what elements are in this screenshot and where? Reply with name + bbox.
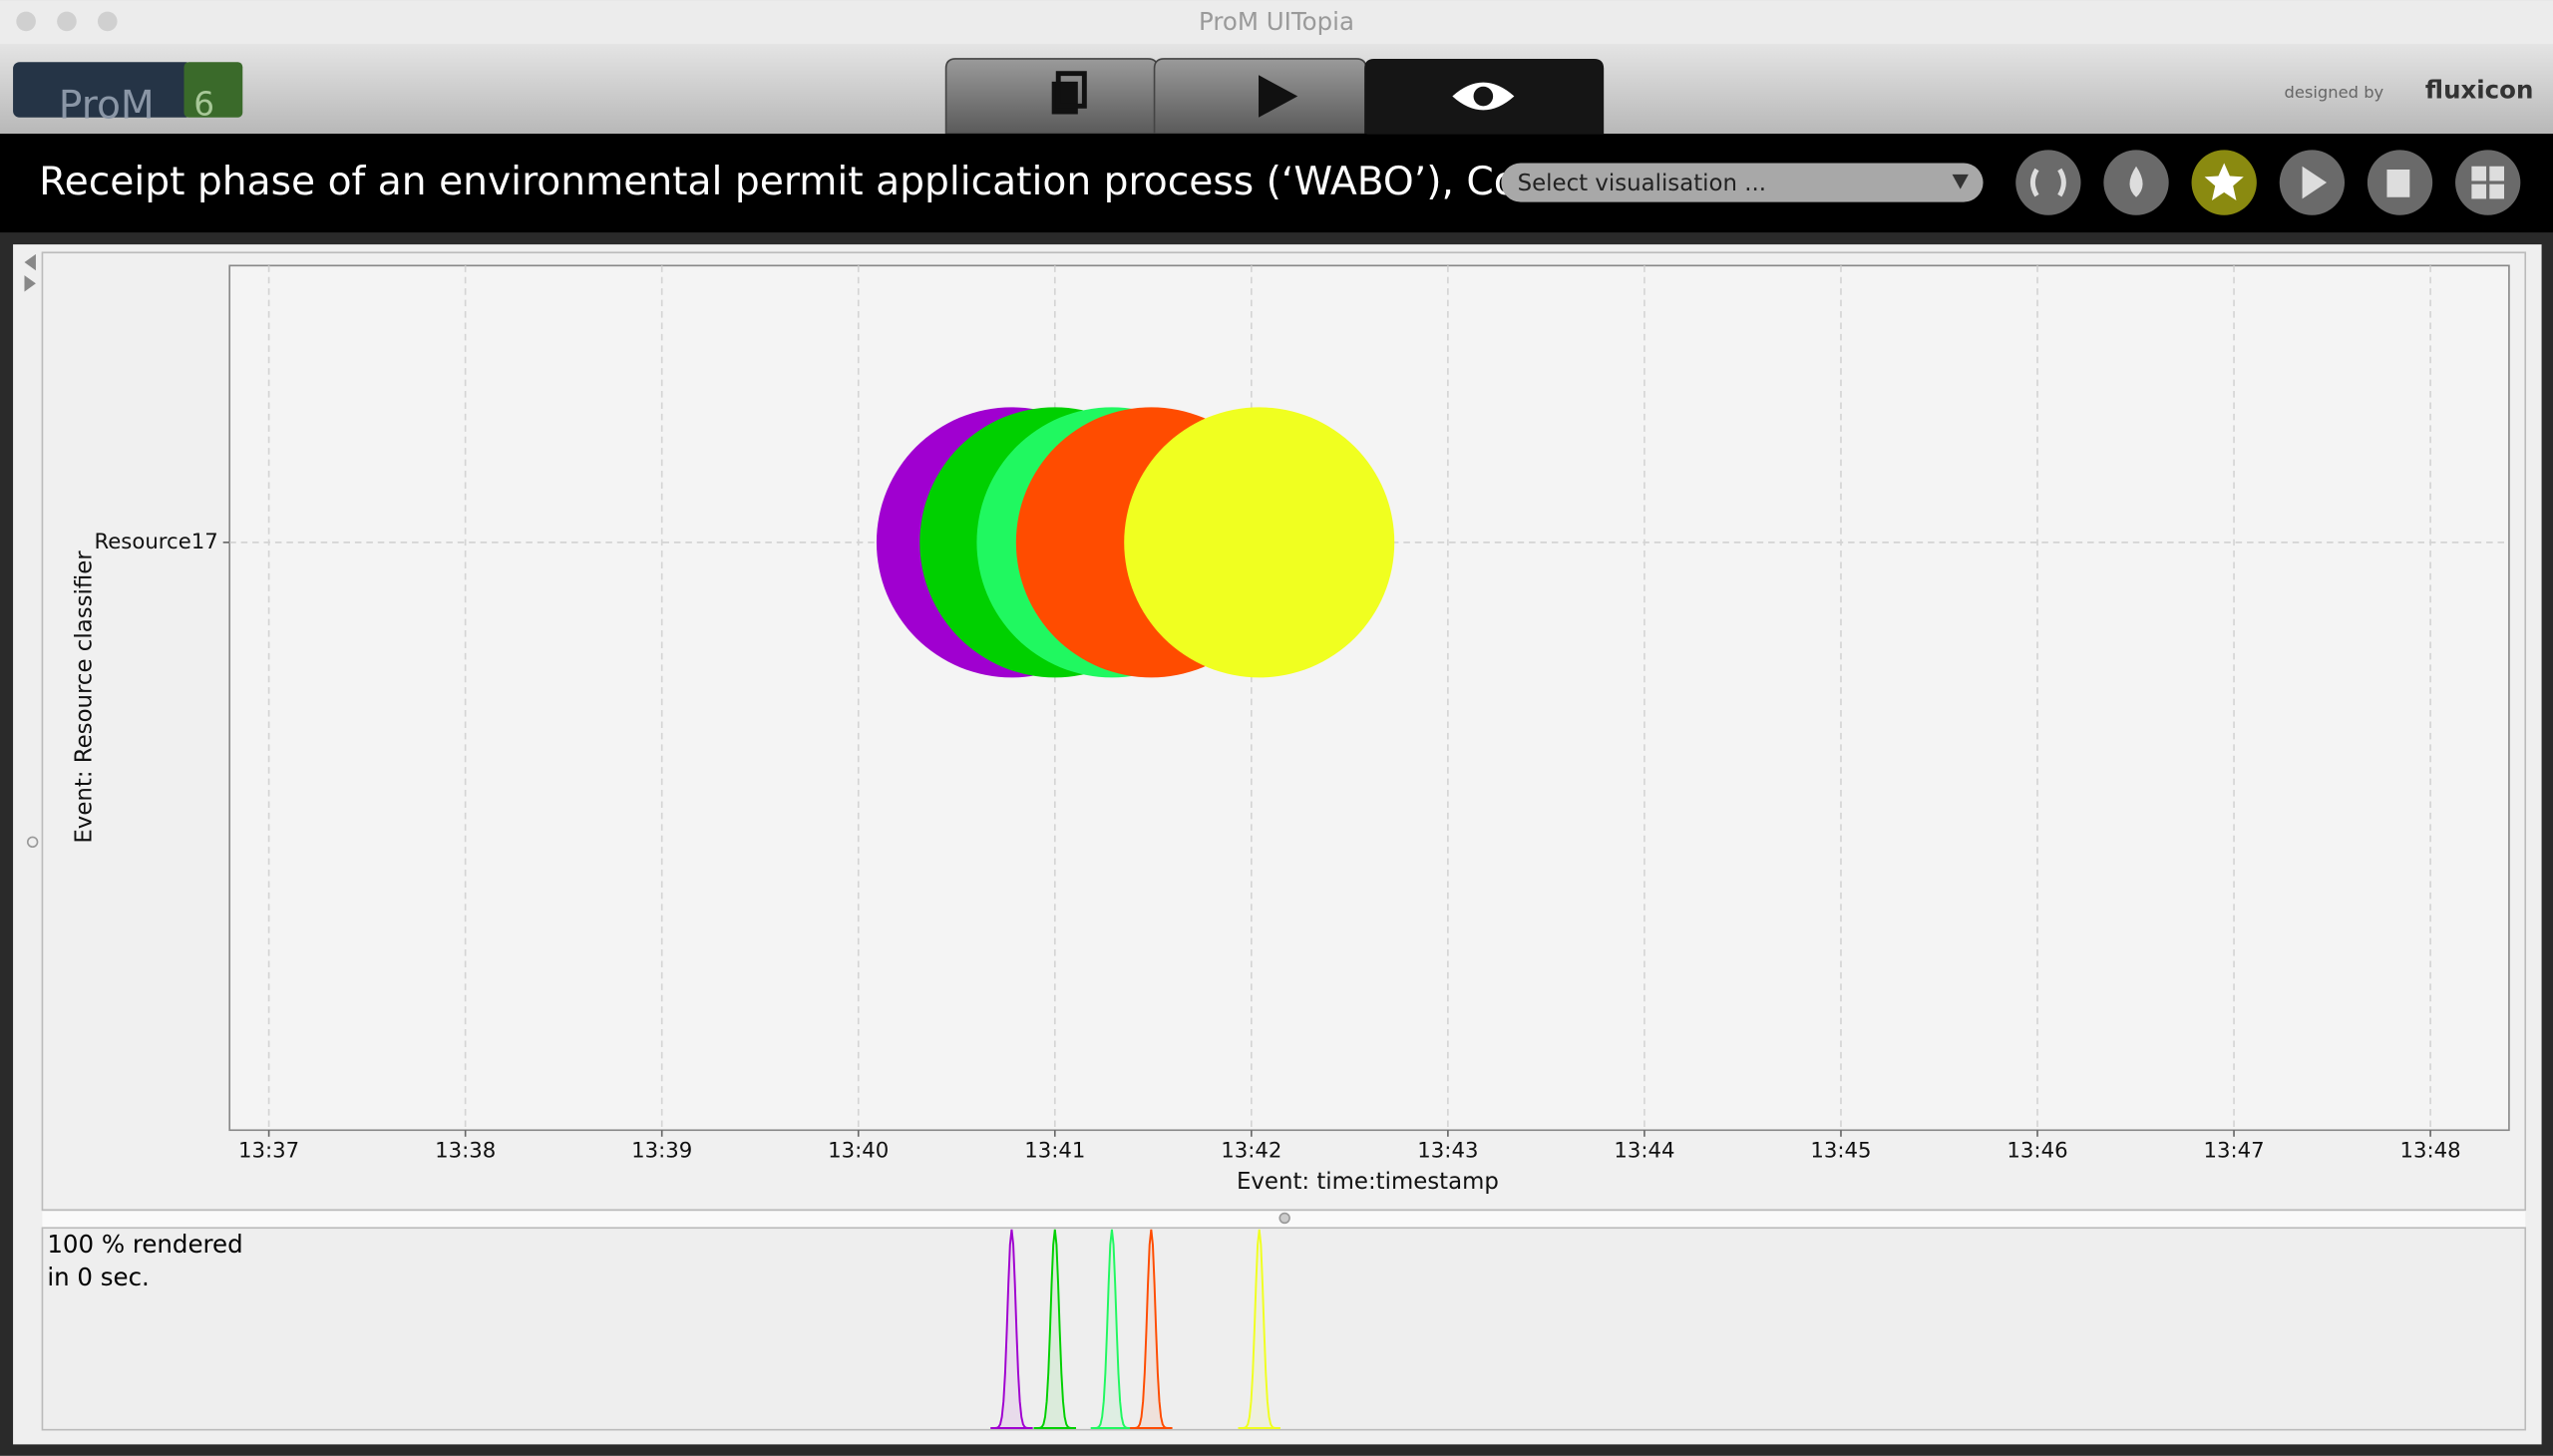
x-tick-label: 13:41 — [1024, 1138, 1085, 1163]
x-tick-label: 13:39 — [631, 1138, 692, 1163]
side-arrows[interactable] — [24, 253, 36, 292]
copy-icon — [2386, 170, 2410, 197]
icon-views-pupil — [1473, 86, 1494, 107]
title-bar — [0, 0, 2553, 45]
density-curve — [1033, 1229, 1077, 1430]
status-text: in 0 sec. — [47, 1263, 149, 1291]
dropdown-arrow — [1952, 174, 1969, 189]
icon-actions — [1259, 75, 1298, 118]
credit-prefix: designed by — [2285, 83, 2384, 102]
logo-box — [13, 62, 192, 118]
dropdown-text: Select visualisation ... — [1518, 171, 1766, 196]
x-tick-label: 13:48 — [2400, 1138, 2461, 1163]
star-icon — [2204, 163, 2244, 201]
density-curve — [1090, 1229, 1134, 1430]
logo-text: ProM — [59, 83, 155, 128]
x-tick-label: 13:38 — [435, 1138, 496, 1163]
logo-version: 6 — [193, 85, 214, 123]
density-curve — [1130, 1229, 1173, 1430]
window-title: ProM UITopia — [1199, 7, 1354, 36]
y-axis-label: Event: Resource classifier — [71, 550, 97, 844]
plot-area — [228, 264, 2510, 1132]
x-tick-label: 13:37 — [238, 1138, 299, 1163]
minimize-button[interactable] — [57, 11, 77, 32]
splitter-handle[interactable] — [26, 836, 39, 848]
icon-workspace — [1051, 81, 1078, 115]
plot: 13:37 13:38 13:39 13:40 13:41 13:42 13:43 13:44… — [94, 265, 2509, 1430]
grid-icon — [2471, 166, 2505, 199]
x-tick-label: 13:46 — [2006, 1138, 2067, 1163]
credit-brand: fluxicon — [2425, 76, 2533, 105]
icon-workspace-back — [1055, 71, 1087, 109]
close-button[interactable] — [16, 11, 36, 32]
x-tick-label: 13:40 — [828, 1138, 889, 1163]
event-dot — [1124, 407, 1395, 678]
y-tick-label: Resource17 — [94, 530, 217, 554]
refresh-button[interactable] — [2015, 150, 2081, 215]
overview-handle[interactable] — [1278, 1212, 1290, 1225]
overview-panel — [41, 1227, 2527, 1431]
drop-icon — [2129, 166, 2143, 197]
x-axis-label: Event: time:timestamp — [1237, 1169, 1499, 1195]
play-icon — [2302, 166, 2328, 199]
density-curve — [990, 1229, 1033, 1430]
x-tick-label: 13:44 — [1614, 1138, 1674, 1163]
view-title: Receipt phase of an environmental permit… — [39, 160, 1542, 204]
grid-button[interactable] — [2455, 150, 2521, 215]
x-tick-label: 13:42 — [1221, 1138, 1281, 1163]
density-curve — [1238, 1229, 1280, 1430]
status-text: 100 % rendered — [47, 1230, 242, 1259]
logo-badge — [183, 62, 243, 118]
zoom-button[interactable] — [97, 11, 118, 32]
visualisation-dropdown[interactable] — [1501, 163, 1984, 202]
x-tick-label: 13:47 — [2203, 1138, 2264, 1163]
x-tick-label: 13:43 — [1417, 1138, 1478, 1163]
x-tick-label: 13:45 — [1810, 1138, 1871, 1163]
refresh-icon — [2029, 168, 2066, 197]
